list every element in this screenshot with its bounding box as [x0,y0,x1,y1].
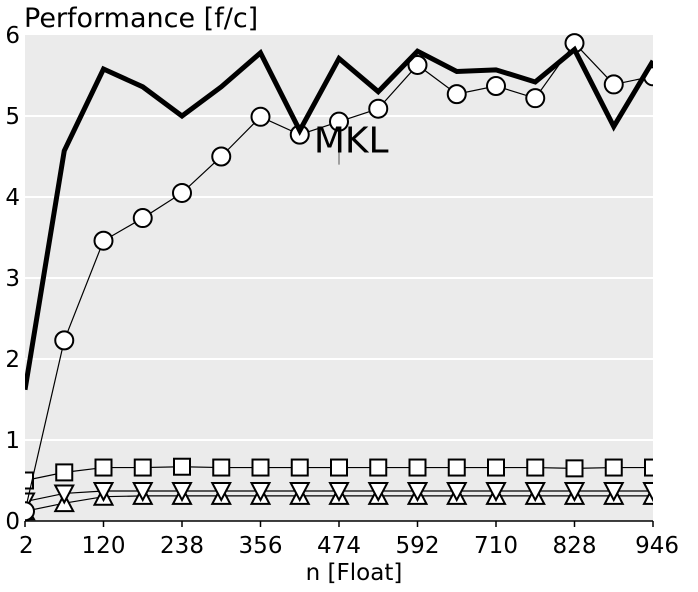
series-2-marker-15 [604,458,623,477]
series-1-marker-1 [54,330,75,351]
series-2-marker-8 [330,458,348,477]
y-tick-label-5: 5 [5,104,20,130]
series-3-marker-5 [210,482,232,503]
series-2-marker-16 [644,458,653,477]
y-tick-label-2: 2 [5,347,20,373]
series-2-marker-7 [290,458,309,477]
series-3-marker-16 [642,482,653,503]
annotation-mkl: MKL [314,120,389,161]
series-2 [25,457,653,490]
series-3-marker-13 [524,482,546,503]
series-1-marker-4 [172,182,192,203]
x-tick-label-710: 710 [474,533,518,559]
series-1-marker-3 [132,208,153,229]
series-3-marker-7 [289,482,311,503]
x-axis-label: n [Float] [306,560,403,586]
y-tick-label-6: 6 [5,23,20,49]
series-1-marker-2 [93,230,114,251]
series-3-marker-3 [132,482,154,503]
x-tick-label-120: 120 [82,533,126,559]
series-3-marker-12 [485,482,507,503]
series-3-marker-9 [367,482,389,503]
series-1-marker-5 [211,146,232,167]
data-series [25,33,653,521]
series-2-marker-10 [408,458,427,477]
series-3-marker-14 [563,482,586,503]
x-tick-label-828: 828 [553,533,597,559]
axes: 2 120 238 356 474 592 710 828 946 0 1 2 3 4 5 6 [5,23,679,559]
series-2-marker-4 [173,457,191,476]
series-2-marker-14 [565,459,584,478]
series-2-marker-3 [133,458,152,477]
series-1-marker-15 [603,74,624,95]
series-1-marker-10 [407,54,428,75]
x-tick-label-356: 356 [239,533,283,559]
series-3-marker-6 [249,482,272,503]
x-tick-label-946: 946 [635,533,679,559]
series-3-marker-10 [406,482,429,503]
series-2-marker-5 [212,458,231,477]
x-tick-label-474: 474 [317,533,361,559]
series-1-marker-0 [25,501,35,521]
y-tick-label-3: 3 [5,266,20,292]
y-tick-label-1: 1 [5,428,20,454]
series-3 [25,482,653,513]
series-2-marker-2 [94,458,113,477]
chart-title: Performance [f/c] [24,3,258,34]
series-3-marker-1 [53,484,75,505]
series-2-marker-9 [369,458,388,477]
series-0-line [25,45,653,391]
series-3-marker-11 [446,482,468,503]
series-0-mkl [25,45,653,391]
series-2-marker-1 [55,463,74,482]
series-1-marker-6 [250,106,271,127]
series-1 [25,33,653,521]
series-1-marker-9 [368,98,389,119]
series-3-marker-2 [92,482,115,503]
x-tick-label-238: 238 [160,533,204,559]
series-3-marker-15 [603,482,625,503]
series-1-marker-11 [446,84,467,105]
series-1-marker-13 [525,88,546,109]
y-tick-label-4: 4 [5,185,20,211]
series-2-marker-11 [447,458,466,477]
series-2-marker-0 [25,471,34,490]
series-2-marker-6 [251,458,270,477]
series-3-marker-4 [171,482,193,503]
series-2-marker-13 [526,458,545,477]
gridlines [25,115,653,441]
series-1-marker-12 [486,76,506,97]
x-tick-label-592: 592 [396,533,440,559]
series-3-marker-8 [328,482,350,503]
y-tick-label-0: 0 [5,509,20,535]
x-tick-label-2: 2 [19,533,34,559]
series-2-marker-12 [487,458,505,477]
